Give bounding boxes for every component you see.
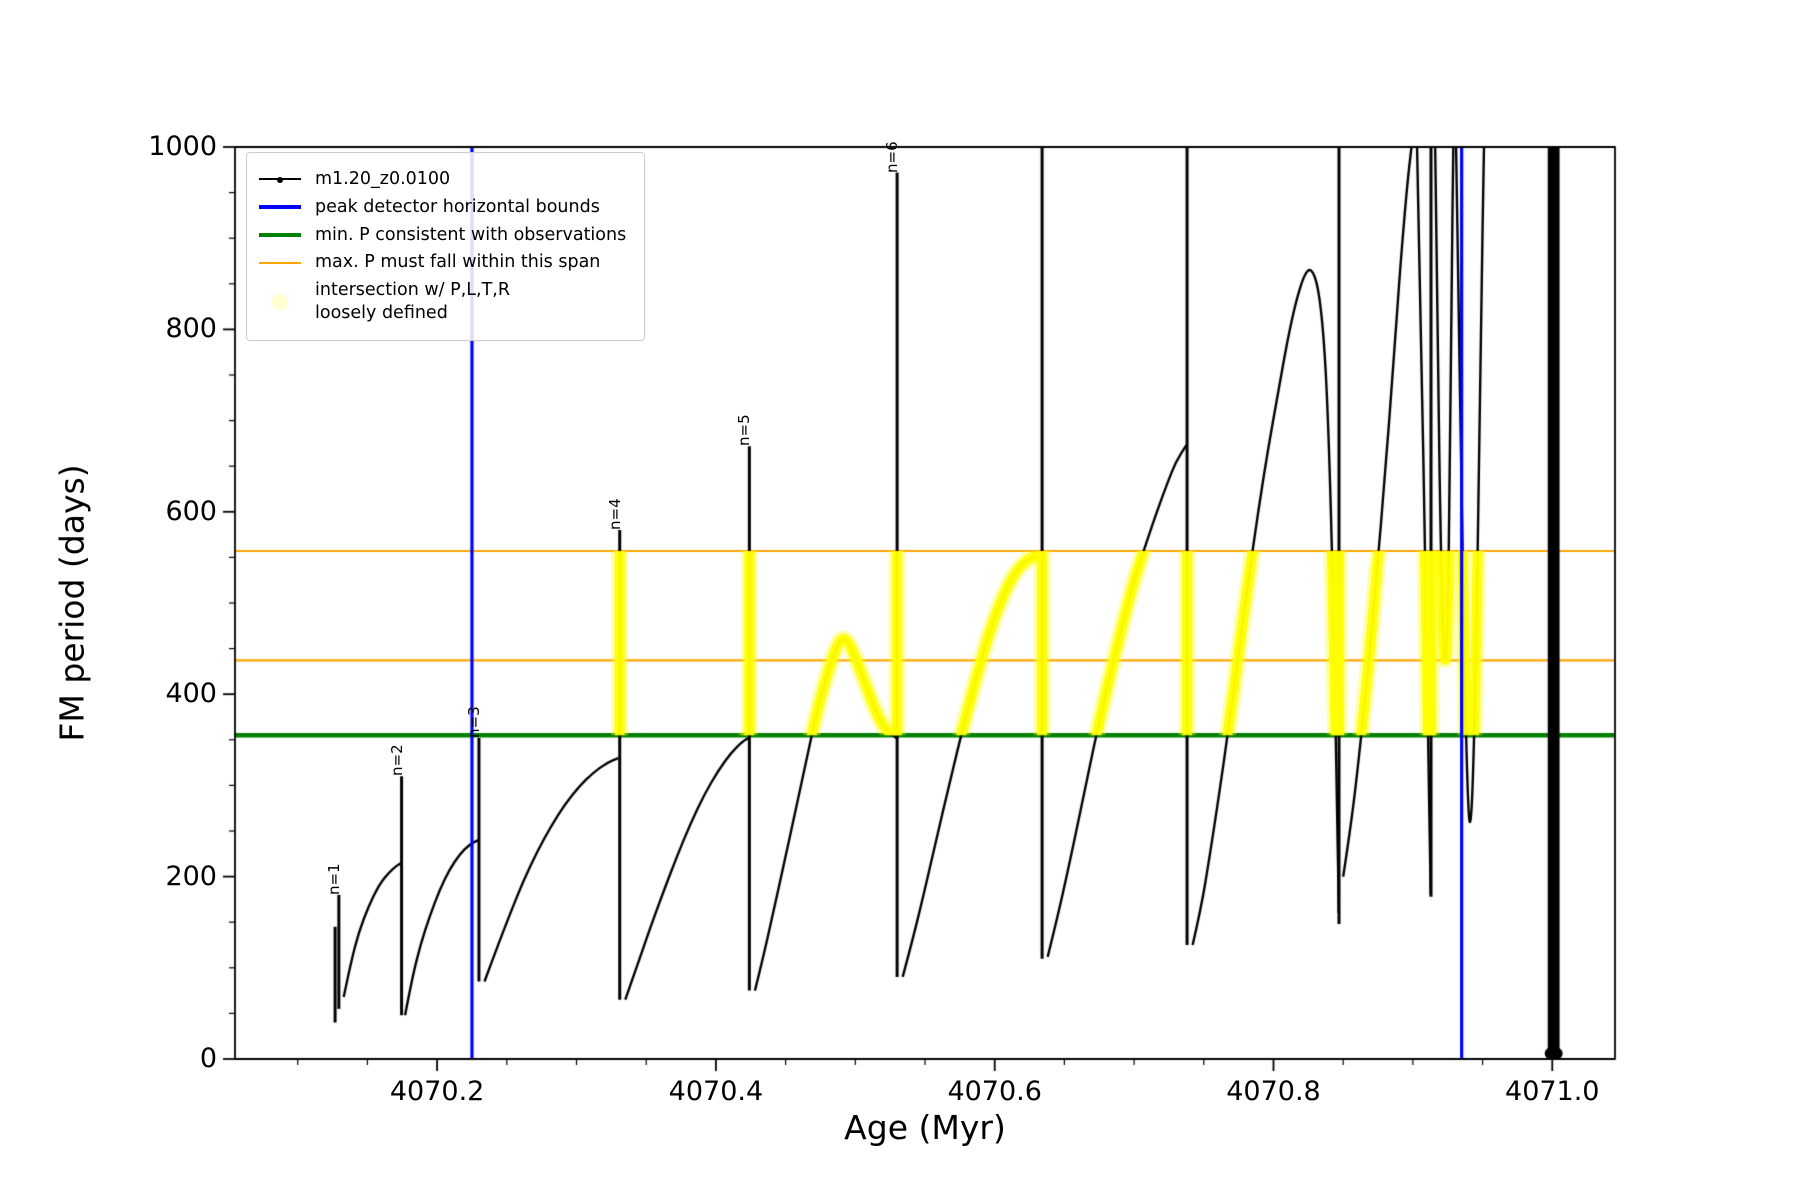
series-dot-icon — [277, 177, 283, 184]
y-tick-label: 800 — [165, 313, 217, 345]
yellow-intersection-dot-swatch — [259, 293, 301, 310]
x-tick-label: 4070.4 — [668, 1076, 764, 1107]
legend: m1.20_z0.0100 peak detector horizontal b… — [246, 152, 646, 341]
legend-label: max. P must fall within this span — [315, 252, 601, 273]
orange-span-line-swatch — [259, 261, 301, 264]
peak-label: n=4 — [605, 498, 624, 531]
blue-bound-line-swatch — [259, 205, 301, 210]
x-tick-label: 4070.6 — [947, 1076, 1042, 1107]
peak-label: n=5 — [735, 414, 754, 447]
y-tick-label: 400 — [165, 678, 217, 710]
peak-label: n=3 — [464, 706, 483, 738]
legend-label: intersection w/ P,L,T,R loosely defined — [315, 280, 510, 323]
x-axis-label: Age (Myr) — [844, 1108, 1006, 1147]
legend-item: peak detector horizontal bounds — [259, 196, 626, 219]
legend-label: m1.20_z0.0100 — [315, 169, 451, 189]
x-tick-label: 4070.8 — [1226, 1076, 1321, 1107]
peak-label: n=2 — [387, 744, 406, 777]
legend-item: min. P consistent with observations — [259, 224, 626, 247]
legend-item: m1.20_z0.0100 — [259, 168, 626, 191]
peak-label: n=6 — [883, 140, 902, 173]
green-min-line-swatch — [259, 232, 301, 237]
y-tick-label: 200 — [165, 860, 217, 892]
peak-label: n=1 — [324, 863, 343, 895]
y-tick-label: 600 — [165, 495, 217, 527]
legend-item: max. P must fall within this span — [259, 251, 626, 274]
intersection-dot-icon — [272, 293, 288, 310]
y-axis-label: FM period (days) — [52, 464, 92, 742]
legend-label: peak detector horizontal bounds — [315, 196, 600, 217]
legend-label: min. P consistent with observations — [315, 224, 627, 245]
x-tick-label: 4071.0 — [1505, 1076, 1600, 1107]
series-line-marker-swatch — [259, 177, 301, 184]
y-tick-label: 0 — [199, 1043, 217, 1074]
legend-item: intersection w/ P,L,T,R loosely defined — [259, 279, 626, 325]
x-tick-label: 4070.2 — [389, 1076, 485, 1107]
y-tick-label: 1000 — [148, 131, 217, 162]
